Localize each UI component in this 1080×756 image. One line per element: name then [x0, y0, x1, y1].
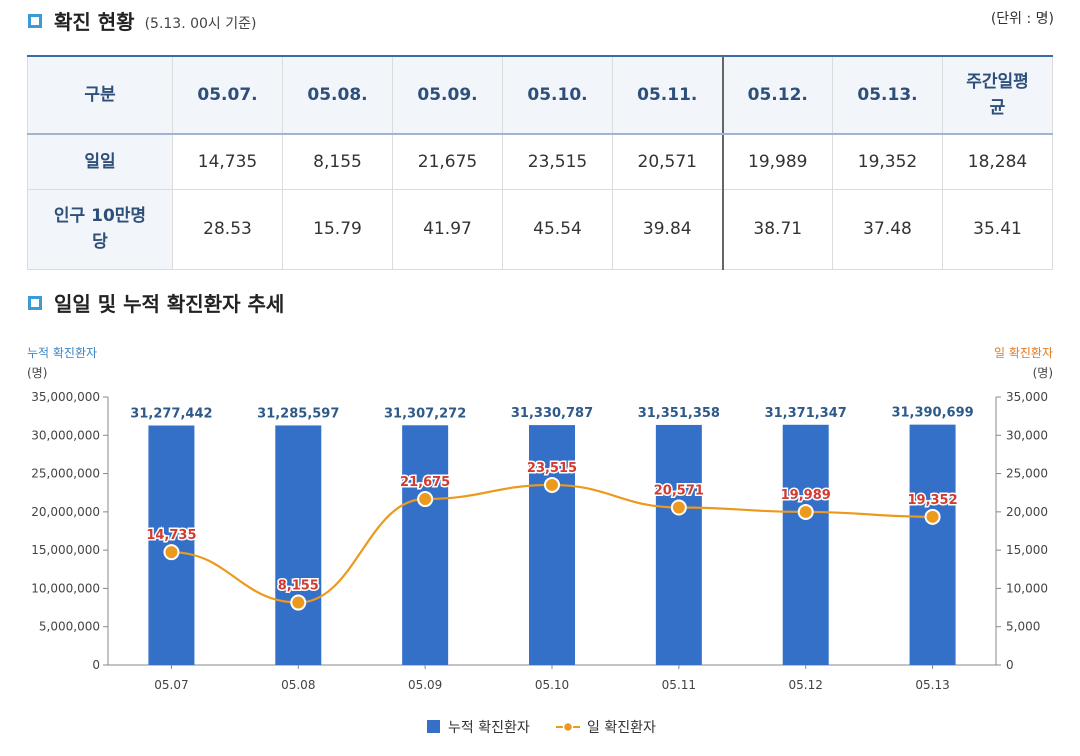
bar — [655, 424, 702, 665]
right-tick-label: 15,000 — [1006, 543, 1048, 557]
header-cell: 05.12. — [722, 56, 833, 135]
header-cell: 05.09. — [392, 56, 503, 135]
left-tick-label: 5,000,000 — [39, 620, 100, 634]
unit-label: (단위 : 명) — [990, 11, 1054, 27]
right-tick-label: 0 — [1006, 658, 1014, 672]
right-tick-label: 10,000 — [1006, 581, 1048, 595]
table-cell: 39.84 — [612, 189, 724, 270]
header-cell: 05.10. — [502, 56, 613, 135]
table-cell: 21,675 — [392, 134, 503, 190]
x-tick-label: 05.09 — [408, 678, 442, 692]
left-axis-unit: (명) — [27, 366, 47, 380]
table-cell: 28.53 — [172, 189, 283, 270]
bar-value-label: 31,330,787 — [511, 406, 593, 421]
line-point — [924, 508, 941, 525]
right-axis-title: 일 확진환자 — [994, 346, 1053, 360]
right-tick-label: 30,000 — [1006, 428, 1048, 442]
line-value-label: 21,675 — [400, 475, 450, 490]
right-axis-unit: (명) — [1033, 366, 1053, 380]
status-title: 확진 현황 — [54, 10, 135, 34]
trend-title: 일일 및 누적 확진환자 추세 — [54, 292, 285, 316]
status-subtitle: (5.13. 00시 기준) — [144, 15, 257, 32]
bar — [402, 425, 449, 665]
line-point — [163, 544, 180, 561]
table-cell: 38.71 — [722, 189, 833, 270]
line-point — [290, 594, 307, 611]
left-tick-label: 15,000,000 — [31, 543, 100, 557]
table-cell: 23,515 — [502, 134, 613, 190]
bar — [275, 425, 322, 665]
row-label: 인구 10만명 당 — [27, 189, 173, 270]
left-tick-label: 30,000,000 — [31, 428, 100, 442]
table-cell: 20,571 — [612, 134, 724, 190]
header-cell: 구분 — [27, 56, 173, 135]
bar-value-label: 31,371,347 — [765, 406, 847, 421]
row-label: 일일 — [27, 134, 173, 190]
table-cell: 45.54 — [502, 189, 613, 270]
left-tick-label: 10,000,000 — [31, 581, 100, 595]
left-tick-label: 20,000,000 — [31, 505, 100, 519]
status-section-header: 확진 현황 (5.13. 00시 기준) — [28, 6, 256, 35]
bar — [909, 424, 956, 665]
table-cell: 8,155 — [282, 134, 393, 190]
right-tick-label: 20,000 — [1006, 505, 1048, 519]
table-row: 일일 14,735 8,155 21,675 23,515 20,571 19,… — [27, 134, 1053, 190]
table-cell: 41.97 — [392, 189, 503, 270]
table-cell: 15.79 — [282, 189, 393, 270]
table-cell: 14,735 — [172, 134, 283, 190]
right-tick-label: 5,000 — [1006, 620, 1040, 634]
line-value-label: 20,571 — [654, 483, 704, 498]
left-axis-title: 누적 확진환자 — [27, 346, 97, 360]
legend-label-bar: 누적 확진환자 — [448, 720, 530, 736]
legend-swatch-bar — [427, 720, 440, 733]
line-point — [670, 499, 687, 516]
header-cell: 05.07. — [172, 56, 283, 135]
x-tick-label: 05.08 — [281, 678, 315, 692]
trend-chart: 누적 확진환자 (명) 일 확진환자 (명) 0 5,000,000 10,000,000 1… — [27, 346, 1053, 736]
bar-value-label: 31,351,358 — [638, 406, 720, 421]
section-square-icon — [28, 13, 42, 28]
section-square-icon — [28, 295, 42, 310]
table-cell: 19,989 — [722, 134, 833, 190]
right-tick-label: 35,000 — [1006, 390, 1048, 404]
line-value-label: 19,989 — [781, 488, 831, 503]
left-tick-label: 35,000,000 — [31, 390, 100, 404]
x-tick-label: 05.13 — [915, 678, 949, 692]
x-tick-label: 05.12 — [789, 678, 823, 692]
bar-value-label: 31,390,699 — [891, 406, 973, 421]
line-point — [417, 491, 434, 508]
line-point — [797, 503, 814, 520]
table-cell: 37.48 — [832, 189, 943, 270]
line-value-label: 19,352 — [907, 493, 957, 508]
status-table: 구분 05.07. 05.08. 05.09. 05.10. 05.11. 05… — [27, 55, 1053, 270]
line-point — [544, 476, 560, 493]
line-value-label: 23,515 — [527, 461, 577, 476]
left-tick-label: 0 — [92, 658, 100, 672]
table-cell: 18,284 — [942, 134, 1053, 190]
table-row: 인구 10만명 당 28.53 15.79 41.97 45.54 39.84 3… — [27, 189, 1053, 270]
x-tick-label: 05.10 — [535, 678, 569, 692]
bar — [782, 424, 829, 665]
line-value-label: 14,735 — [146, 528, 196, 543]
x-tick-label: 05.07 — [154, 678, 188, 692]
legend-label-line: 일 확진환자 — [587, 720, 656, 736]
header-cell: 주간일평 균 — [942, 56, 1053, 135]
table-cell: 35.41 — [942, 189, 1053, 270]
x-tick-label: 05.11 — [662, 678, 696, 692]
header-cell: 05.13. — [832, 56, 943, 135]
header-cell: 05.11. — [612, 56, 724, 135]
header-cell: 05.08. — [282, 56, 393, 135]
table-header-row: 구분 05.07. 05.08. 05.09. 05.10. 05.11. 05… — [27, 56, 1053, 135]
table-cell: 19,352 — [832, 134, 943, 190]
bar-value-label: 31,307,272 — [384, 406, 466, 421]
trend-section-header: 일일 및 누적 확진환자 추세 — [28, 288, 284, 317]
legend-swatch-point — [562, 721, 574, 733]
left-tick-label: 25,000,000 — [31, 467, 100, 481]
bar-value-label: 31,285,597 — [257, 406, 339, 421]
bar — [529, 425, 575, 665]
bar-value-label: 31,277,442 — [130, 407, 212, 422]
right-tick-label: 25,000 — [1006, 467, 1048, 481]
line-value-label: 8,155 — [278, 579, 319, 594]
